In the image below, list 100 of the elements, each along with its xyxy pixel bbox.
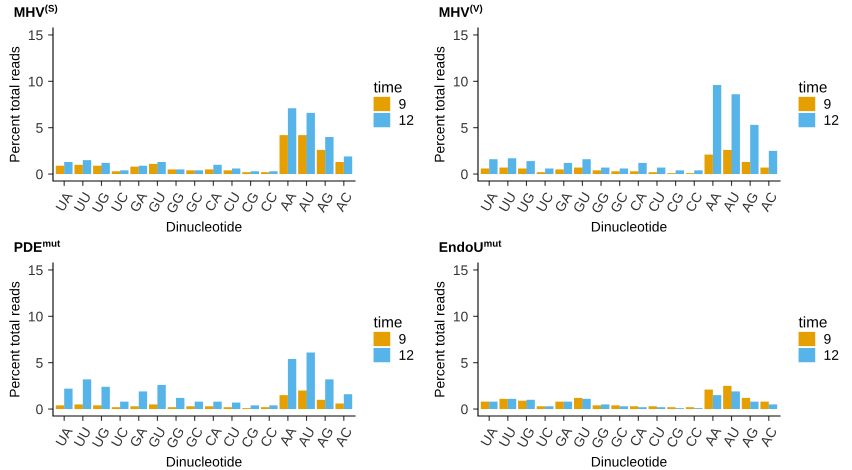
x-tick-label: AU: [297, 192, 315, 213]
x-tick-label: UU: [74, 426, 92, 448]
legend-label: 12: [400, 350, 414, 360]
bar: [298, 135, 307, 174]
legend-label: 12: [400, 115, 414, 125]
x-tick-label: CC: [684, 426, 703, 448]
bar: [130, 166, 139, 174]
bar: [194, 170, 204, 174]
bar: [213, 402, 222, 410]
bar: [157, 162, 166, 174]
y-axis-title: Percent total reads: [434, 46, 445, 162]
bar: [545, 168, 554, 174]
bar: [120, 170, 128, 174]
bar: [723, 150, 732, 174]
bar: [712, 395, 722, 410]
bar: [620, 406, 628, 410]
bar: [120, 402, 128, 410]
x-tick-label: UA: [56, 426, 74, 447]
x-tick-label: AC: [760, 191, 778, 213]
legend-title: time: [798, 81, 827, 93]
bar: [732, 391, 740, 410]
bar: [732, 94, 740, 174]
bar: [194, 402, 204, 410]
y-tick-label: 5: [36, 123, 43, 133]
bar: [704, 390, 713, 410]
x-axis-title: Dinucleotide: [166, 456, 242, 467]
bar: [298, 390, 307, 410]
x-tick-label: GC: [184, 191, 204, 214]
bar: [168, 169, 176, 174]
legend-label: 12: [824, 115, 838, 125]
bar: [130, 406, 139, 410]
bar: [536, 406, 546, 410]
x-tick-label: CC: [260, 426, 278, 448]
bar: [656, 168, 666, 174]
x-tick-label: UG: [92, 426, 110, 448]
x-tick-label: GC: [184, 426, 204, 448]
bar: [742, 162, 750, 174]
bar: [288, 358, 296, 410]
bar: [592, 170, 602, 174]
bar: [316, 150, 326, 174]
legend-title: time: [374, 81, 402, 93]
bar: [620, 168, 628, 174]
bar: [335, 403, 344, 410]
x-tick-label: AC: [334, 191, 352, 213]
y-tick-label: 10: [28, 76, 43, 86]
x-tick-label: GA: [129, 190, 148, 213]
x-tick-label: CG: [666, 192, 684, 214]
x-tick-label: UA: [480, 191, 498, 212]
x-tick-label: GG: [590, 192, 610, 214]
y-tick-label: 5: [461, 358, 468, 368]
bar: [760, 168, 769, 174]
x-tick-label: CG: [240, 192, 259, 214]
bar: [112, 171, 120, 174]
y-tick-label: 15: [454, 30, 468, 40]
bar: [250, 405, 259, 410]
x-tick-label: AG: [740, 192, 758, 214]
bar: [280, 395, 288, 410]
x-tick-label: GU: [572, 192, 591, 214]
y-tick-label: 15: [28, 265, 43, 276]
y-axis-title: Percent total reads: [434, 282, 445, 397]
x-tick-label: CA: [204, 426, 222, 447]
bar: [526, 161, 535, 174]
bar: [601, 404, 610, 410]
bar: [574, 168, 582, 174]
x-tick-label: UA: [56, 191, 74, 212]
bar: [232, 168, 240, 174]
bar: [101, 162, 110, 174]
bar: [499, 398, 508, 410]
y-tick-label: 0: [36, 169, 43, 180]
x-tick-label: AA: [704, 426, 722, 447]
bar: [676, 170, 684, 174]
x-tick-label: GC: [610, 426, 628, 448]
bar: [82, 160, 92, 174]
x-tick-label: UC: [110, 191, 129, 212]
bar: [344, 394, 352, 410]
x-tick-label: AG: [315, 426, 334, 448]
bar: [582, 398, 591, 410]
chart-title: PDE$^{mut}$: [14, 240, 60, 252]
chart-title: MHV$^{(V)}$: [440, 4, 482, 17]
y-tick-label: 5: [461, 123, 468, 133]
bar: [101, 386, 110, 410]
bar: [582, 159, 591, 174]
y-tick-label: 15: [454, 265, 468, 276]
x-tick-label: UC: [110, 426, 129, 448]
bar: [768, 404, 778, 410]
bar: [489, 402, 498, 410]
bar: [545, 406, 554, 410]
bar: [508, 398, 516, 410]
bar: [712, 85, 722, 174]
bar: [335, 162, 344, 174]
bar: [64, 162, 73, 174]
bar: [82, 379, 92, 410]
bar: [149, 404, 158, 410]
legend-title: time: [374, 316, 402, 328]
y-axis-title: Percent total reads: [9, 282, 20, 397]
x-tick-label: CC: [260, 191, 278, 213]
x-tick-label: AG: [315, 192, 334, 214]
bar: [694, 170, 703, 174]
bar: [325, 379, 334, 410]
y-tick-label: 0: [461, 169, 468, 180]
